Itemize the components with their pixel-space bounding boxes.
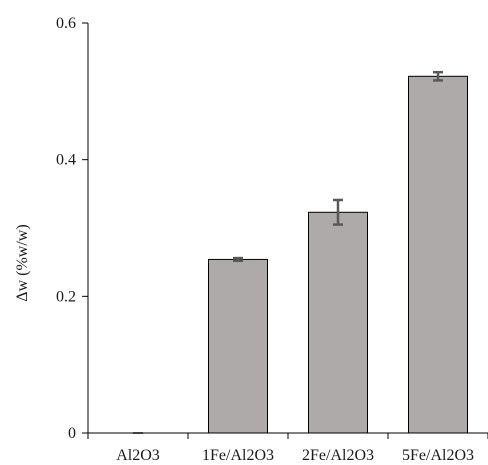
y-tick-label: 0 xyxy=(68,425,76,442)
x-axis: Al2O3 1Fe/Al2O3 2Fe/Al2O3 5Fe/Al2O3 xyxy=(87,432,488,464)
error-bar xyxy=(233,256,243,263)
bar xyxy=(208,258,268,434)
y-tick-label: 0.4 xyxy=(56,152,76,169)
bar xyxy=(408,75,468,434)
y-axis-label: Δw (%w/w) xyxy=(14,224,31,301)
y-tick-label: 0.6 xyxy=(56,15,76,32)
error-bar xyxy=(333,198,343,226)
y-tick-label: 0.2 xyxy=(56,288,76,305)
error-bar xyxy=(433,70,443,82)
x-tick-label: 2Fe/Al2O3 xyxy=(302,447,374,464)
plot-area xyxy=(133,70,468,434)
x-tick-label: 1Fe/Al2O3 xyxy=(202,447,274,464)
x-tick-label: Al2O3 xyxy=(116,447,160,464)
bar xyxy=(308,211,368,434)
x-tick-label: 5Fe/Al2O3 xyxy=(402,447,474,464)
y-axis: 0 0.2 0.4 0.6 xyxy=(56,15,89,442)
